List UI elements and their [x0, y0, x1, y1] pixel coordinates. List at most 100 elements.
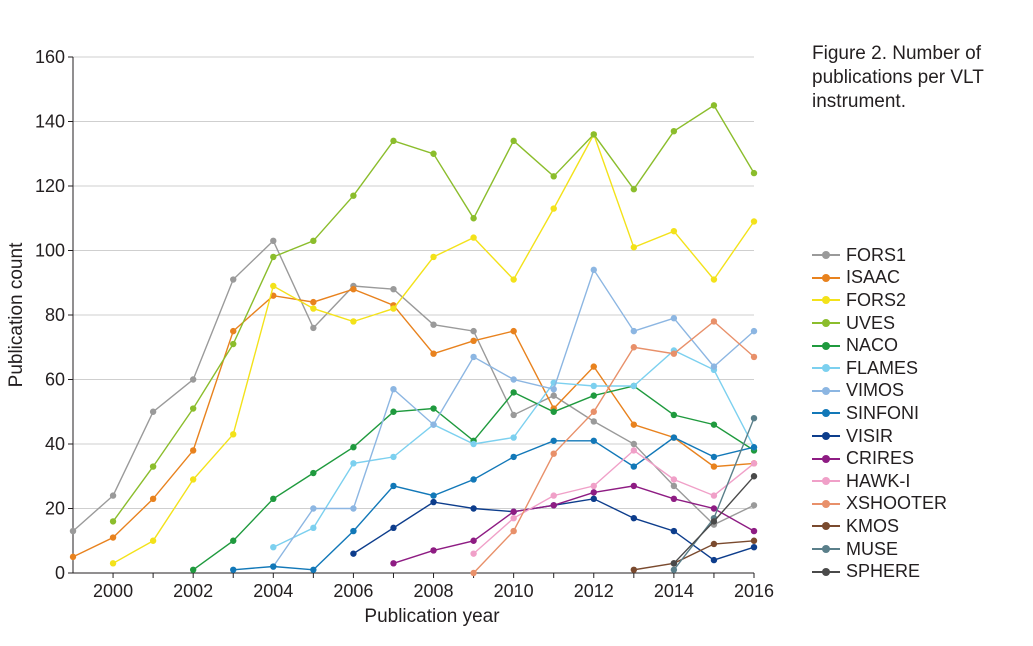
data-point-uves: [430, 150, 437, 157]
series-fors1: [69, 237, 758, 535]
legend-label: FORS2: [846, 289, 907, 310]
data-point-naco: [430, 405, 437, 412]
data-point-isaac: [590, 363, 597, 370]
legend-swatch: [812, 386, 840, 396]
data-point-fors2: [270, 282, 277, 290]
data-point-flames: [510, 434, 517, 441]
y-tick-label: 0: [55, 563, 65, 583]
data-point-fors2: [470, 234, 477, 241]
series-sinfoni: [230, 434, 758, 573]
data-point-isaac: [470, 337, 477, 344]
legend-label: CRIRES: [846, 448, 915, 469]
x-axis-label: Publication year: [364, 606, 500, 627]
data-point-uves: [189, 405, 197, 412]
data-point-vimos: [550, 385, 557, 393]
data-point-visir: [430, 498, 437, 506]
series-hawk-i: [470, 447, 758, 557]
legend-swatch: [812, 499, 840, 509]
x-tick-label: 2000: [93, 581, 133, 601]
data-point-fors1: [189, 376, 197, 383]
series-line-sinfoni: [233, 436, 755, 571]
data-point-vimos: [750, 327, 758, 335]
x-tick-label: 2010: [494, 581, 534, 601]
data-point-flames: [390, 453, 397, 461]
data-point-uves: [149, 463, 157, 470]
data-point-visir: [350, 550, 357, 557]
data-point-sinfoni: [350, 527, 357, 535]
legend-item-sphere: SPHERE: [812, 560, 947, 583]
data-point-flames: [270, 544, 277, 551]
y-tick-label: 160: [35, 47, 65, 67]
data-point-crires: [390, 560, 397, 567]
data-point-naco: [510, 389, 517, 396]
data-point-fors2: [230, 431, 237, 438]
data-point-crires: [430, 547, 437, 554]
data-point-fors1: [270, 237, 277, 245]
series-line-uves: [112, 104, 755, 522]
legend-label: MUSE: [846, 538, 899, 559]
data-point-crires: [550, 502, 557, 509]
data-point-uves: [350, 192, 357, 199]
legend-item-vimos: VIMOS: [812, 380, 947, 403]
data-point-naco: [230, 537, 237, 544]
data-point-fors2: [750, 218, 758, 225]
data-point-hawk-i: [630, 447, 638, 454]
data-point-uves: [750, 169, 758, 177]
data-point-crires: [750, 527, 758, 535]
y-axis-label: Publication count: [6, 242, 27, 387]
data-point-naco: [270, 495, 277, 503]
data-point-visir: [590, 495, 597, 503]
data-point-fors1: [630, 440, 638, 448]
legend-swatch: [812, 521, 840, 531]
data-point-naco: [670, 411, 678, 419]
legend-item-crires: CRIRES: [812, 447, 947, 470]
data-point-fors1: [430, 321, 437, 328]
caption-text: Number of publications per VLT instrumen…: [812, 43, 984, 112]
data-point-fors2: [670, 227, 678, 235]
legend-marker: [822, 273, 830, 282]
data-point-fors2: [710, 276, 718, 283]
y-tick-label: 100: [35, 241, 65, 261]
data-point-uves: [510, 137, 517, 145]
data-point-uves: [670, 127, 678, 135]
legend-item-uves: UVES: [812, 312, 947, 335]
data-point-fors2: [510, 276, 517, 283]
data-point-hawk-i: [710, 492, 718, 499]
data-point-crires: [590, 489, 597, 496]
legend-marker: [822, 251, 830, 260]
data-point-vimos: [310, 505, 317, 512]
data-point-vimos: [350, 505, 357, 512]
data-point-flames: [470, 440, 477, 448]
data-point-fors1: [590, 418, 597, 425]
data-point-fors1: [69, 527, 77, 535]
data-point-hawk-i: [670, 476, 678, 483]
data-point-xshooter: [710, 318, 718, 325]
legend-label: FLAMES: [846, 357, 919, 378]
x-tick-label: 2004: [253, 581, 293, 601]
legend-swatch: [812, 476, 840, 486]
legend-marker: [822, 386, 830, 395]
legend-label: NACO: [846, 335, 899, 356]
data-point-sinfoni: [390, 482, 397, 490]
data-point-sinfoni: [430, 492, 437, 499]
legend-swatch: [812, 250, 840, 260]
legend-marker: [822, 567, 830, 576]
series-line-isaac: [72, 288, 755, 558]
data-point-vimos: [510, 376, 517, 383]
data-point-isaac: [149, 495, 157, 503]
data-point-flames: [590, 382, 597, 390]
data-point-fors2: [430, 253, 437, 261]
data-point-uves: [710, 102, 718, 109]
legend-marker: [822, 432, 830, 441]
data-point-vimos: [710, 363, 718, 370]
data-point-fors2: [310, 305, 317, 312]
data-point-fors2: [109, 560, 117, 567]
data-point-xshooter: [590, 408, 597, 415]
x-tick-label: 2006: [333, 581, 373, 601]
data-point-vimos: [430, 421, 437, 428]
data-point-uves: [270, 253, 277, 261]
data-point-visir: [750, 544, 758, 551]
legend-marker: [822, 319, 830, 328]
legend-swatch: [812, 363, 840, 373]
data-point-sinfoni: [670, 434, 678, 441]
